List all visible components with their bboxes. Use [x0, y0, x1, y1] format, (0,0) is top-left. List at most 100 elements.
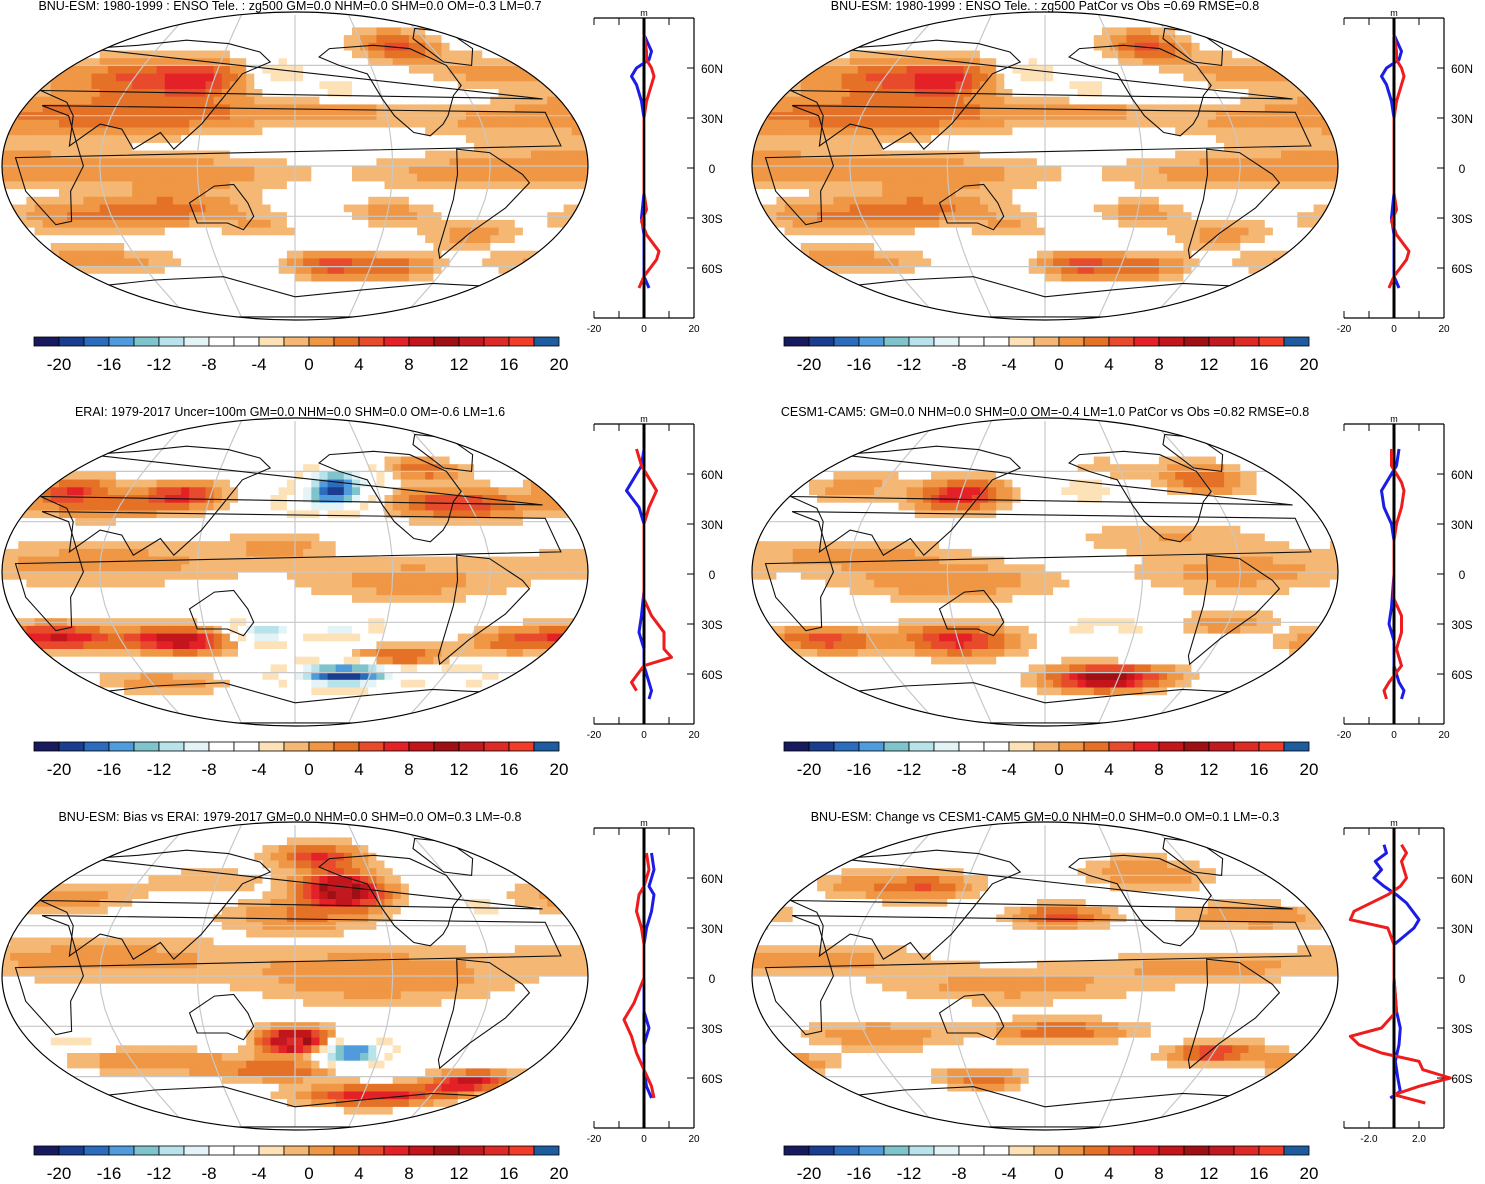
map-field [752, 12, 1339, 321]
colorbar-swatch [509, 742, 534, 751]
map-panel-1: BNU-ESM: 1980-1999 : ENSO Tele. : zg500 … [2, 0, 589, 321]
colorbar-swatch [109, 337, 134, 346]
colorbar-label: 16 [1250, 760, 1269, 779]
profile-lat-label: 30N [701, 112, 723, 126]
map-field [752, 822, 1339, 1131]
profile-x-tick-label: 20 [1438, 324, 1450, 335]
colorbar-swatch [484, 742, 509, 751]
profile-lat-label: 30N [701, 518, 723, 532]
colorbar-label: -8 [951, 760, 966, 779]
colorbar-swatch [1234, 337, 1259, 346]
colorbar-swatch [884, 742, 909, 751]
profile-lat-label: 60N [701, 468, 723, 482]
colorbar-swatch [459, 742, 484, 751]
colorbar-label: 20 [550, 760, 569, 779]
map-field [2, 418, 589, 727]
profile-x-tick-label: 20 [1438, 730, 1450, 741]
colorbar-swatch [859, 337, 884, 346]
profile-lat-label: 60S [1451, 668, 1472, 682]
colorbar-label: 16 [500, 760, 519, 779]
colorbar-swatch [909, 742, 934, 751]
colorbar-swatch [1159, 337, 1184, 346]
profile-lat-label: 30S [1451, 212, 1472, 226]
colorbar-swatch [109, 742, 134, 751]
colorbar-label: -12 [147, 1164, 172, 1179]
profile-x-tick-label: 0 [1391, 324, 1397, 335]
colorbar-swatch [934, 742, 959, 751]
colorbar-swatch [534, 1146, 559, 1155]
colorbar-label: -8 [201, 1164, 216, 1179]
colorbar-label: 20 [1300, 1164, 1319, 1179]
map-panel-4: CESM1-CAM5: GM=0.0 NHM=0.0 SHM=0.0 OM=-0… [752, 405, 1339, 727]
colorbar-swatch [884, 337, 909, 346]
colorbar-label: -16 [97, 760, 122, 779]
colorbar-label: 12 [450, 1164, 469, 1179]
colorbar-label: -8 [201, 760, 216, 779]
colorbar-label: 0 [304, 1164, 313, 1179]
profile-lat-label: 30S [701, 1022, 722, 1036]
colorbar-swatch [384, 742, 409, 751]
colorbar-swatch [934, 337, 959, 346]
colorbar-label: -12 [897, 355, 922, 374]
colorbar-label: -20 [797, 355, 822, 374]
map-field [2, 12, 589, 321]
colorbar-swatch [209, 337, 234, 346]
colorbar-swatch [284, 337, 309, 346]
colorbar-swatch [1059, 337, 1084, 346]
profile-x-tick-label: 0 [641, 1134, 647, 1145]
colorbar-swatch [1034, 1146, 1059, 1155]
profile-units-label: m [640, 414, 648, 424]
colorbar-swatch [1034, 337, 1059, 346]
colorbar-label: -8 [951, 1164, 966, 1179]
panel-title: CESM1-CAM5: GM=0.0 NHM=0.0 SHM=0.0 OM=-0… [781, 405, 1309, 419]
colorbar-swatch [809, 1146, 834, 1155]
colorbar-label: -16 [97, 1164, 122, 1179]
colorbar-swatch [384, 1146, 409, 1155]
profile-lat-label: 60N [1451, 872, 1473, 886]
colorbar-swatch [1209, 1146, 1234, 1155]
colorbar-swatch [909, 337, 934, 346]
profile-units-label: m [640, 8, 648, 18]
colorbar-swatch [259, 742, 284, 751]
blue-profile-line [632, 35, 652, 288]
colorbar-swatch [259, 1146, 284, 1155]
profile-lat-label: 0 [709, 568, 716, 582]
colorbar-swatch [534, 742, 559, 751]
colorbar-swatch [84, 1146, 109, 1155]
colorbar-swatch [1184, 337, 1209, 346]
colorbar-label: 16 [500, 1164, 519, 1179]
profile-lat-label: 60N [701, 62, 723, 76]
colorbar-swatch [309, 1146, 334, 1155]
blue-profile-line [1382, 35, 1402, 288]
colorbar-label: 16 [1250, 1164, 1269, 1179]
colorbar-swatch [159, 1146, 184, 1155]
map-panel-6: BNU-ESM: Change vs CESM1-CAM5 GM=0.0 NHM… [752, 810, 1339, 1131]
colorbar-swatch [1184, 1146, 1209, 1155]
colorbar-label: 16 [1250, 355, 1269, 374]
colorbar-swatch [934, 1146, 959, 1155]
colorbar-label: 12 [450, 760, 469, 779]
colorbar-swatch [1209, 337, 1234, 346]
colorbar-swatch [409, 1146, 434, 1155]
red-profile-line [632, 449, 672, 691]
colorbar-label: 4 [354, 1164, 363, 1179]
colorbar-label: -4 [1001, 355, 1016, 374]
colorbar-swatch [184, 337, 209, 346]
colorbar-swatch [59, 337, 84, 346]
colorbar-label: 20 [550, 355, 569, 374]
colorbar-swatch [884, 1146, 909, 1155]
colorbar-label: -12 [897, 760, 922, 779]
colorbar-swatch [484, 337, 509, 346]
colorbar-label: 0 [1054, 355, 1063, 374]
colorbar-swatch [1034, 742, 1059, 751]
colorbar-label: -4 [251, 1164, 266, 1179]
profile-lat-label: 0 [1459, 972, 1466, 986]
colorbar-swatch [359, 1146, 384, 1155]
profile-lat-label: 60N [1451, 468, 1473, 482]
colorbar-swatch [359, 337, 384, 346]
colorbar-swatch [334, 1146, 359, 1155]
profile-lat-label: 60S [701, 668, 722, 682]
